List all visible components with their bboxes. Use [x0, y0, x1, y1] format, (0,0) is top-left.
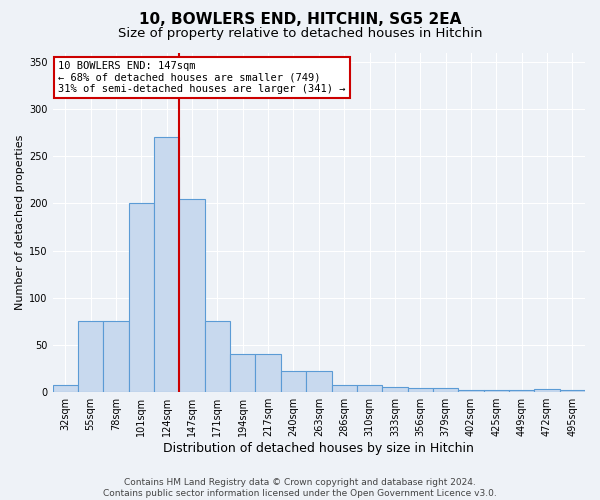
Bar	[53, 384, 78, 392]
Bar	[205, 322, 230, 392]
Bar	[407, 388, 433, 392]
Bar	[382, 388, 407, 392]
X-axis label: Distribution of detached houses by size in Hitchin: Distribution of detached houses by size …	[163, 442, 474, 455]
Bar	[179, 199, 205, 392]
Text: 10 BOWLERS END: 147sqm
← 68% of detached houses are smaller (749)
31% of semi-de: 10 BOWLERS END: 147sqm ← 68% of detached…	[58, 61, 346, 94]
Bar	[458, 390, 484, 392]
Bar	[433, 388, 458, 392]
Bar	[78, 322, 103, 392]
Bar	[306, 372, 332, 392]
Y-axis label: Number of detached properties: Number of detached properties	[15, 134, 25, 310]
Bar	[129, 204, 154, 392]
Bar	[103, 322, 129, 392]
Bar	[484, 390, 509, 392]
Bar	[332, 384, 357, 392]
Bar	[535, 390, 560, 392]
Bar	[154, 138, 179, 392]
Text: Size of property relative to detached houses in Hitchin: Size of property relative to detached ho…	[118, 28, 482, 40]
Bar	[281, 372, 306, 392]
Bar	[230, 354, 256, 392]
Text: Contains HM Land Registry data © Crown copyright and database right 2024.
Contai: Contains HM Land Registry data © Crown c…	[103, 478, 497, 498]
Text: 10, BOWLERS END, HITCHIN, SG5 2EA: 10, BOWLERS END, HITCHIN, SG5 2EA	[139, 12, 461, 28]
Bar	[256, 354, 281, 392]
Bar	[357, 384, 382, 392]
Bar	[560, 390, 585, 392]
Bar	[509, 390, 535, 392]
